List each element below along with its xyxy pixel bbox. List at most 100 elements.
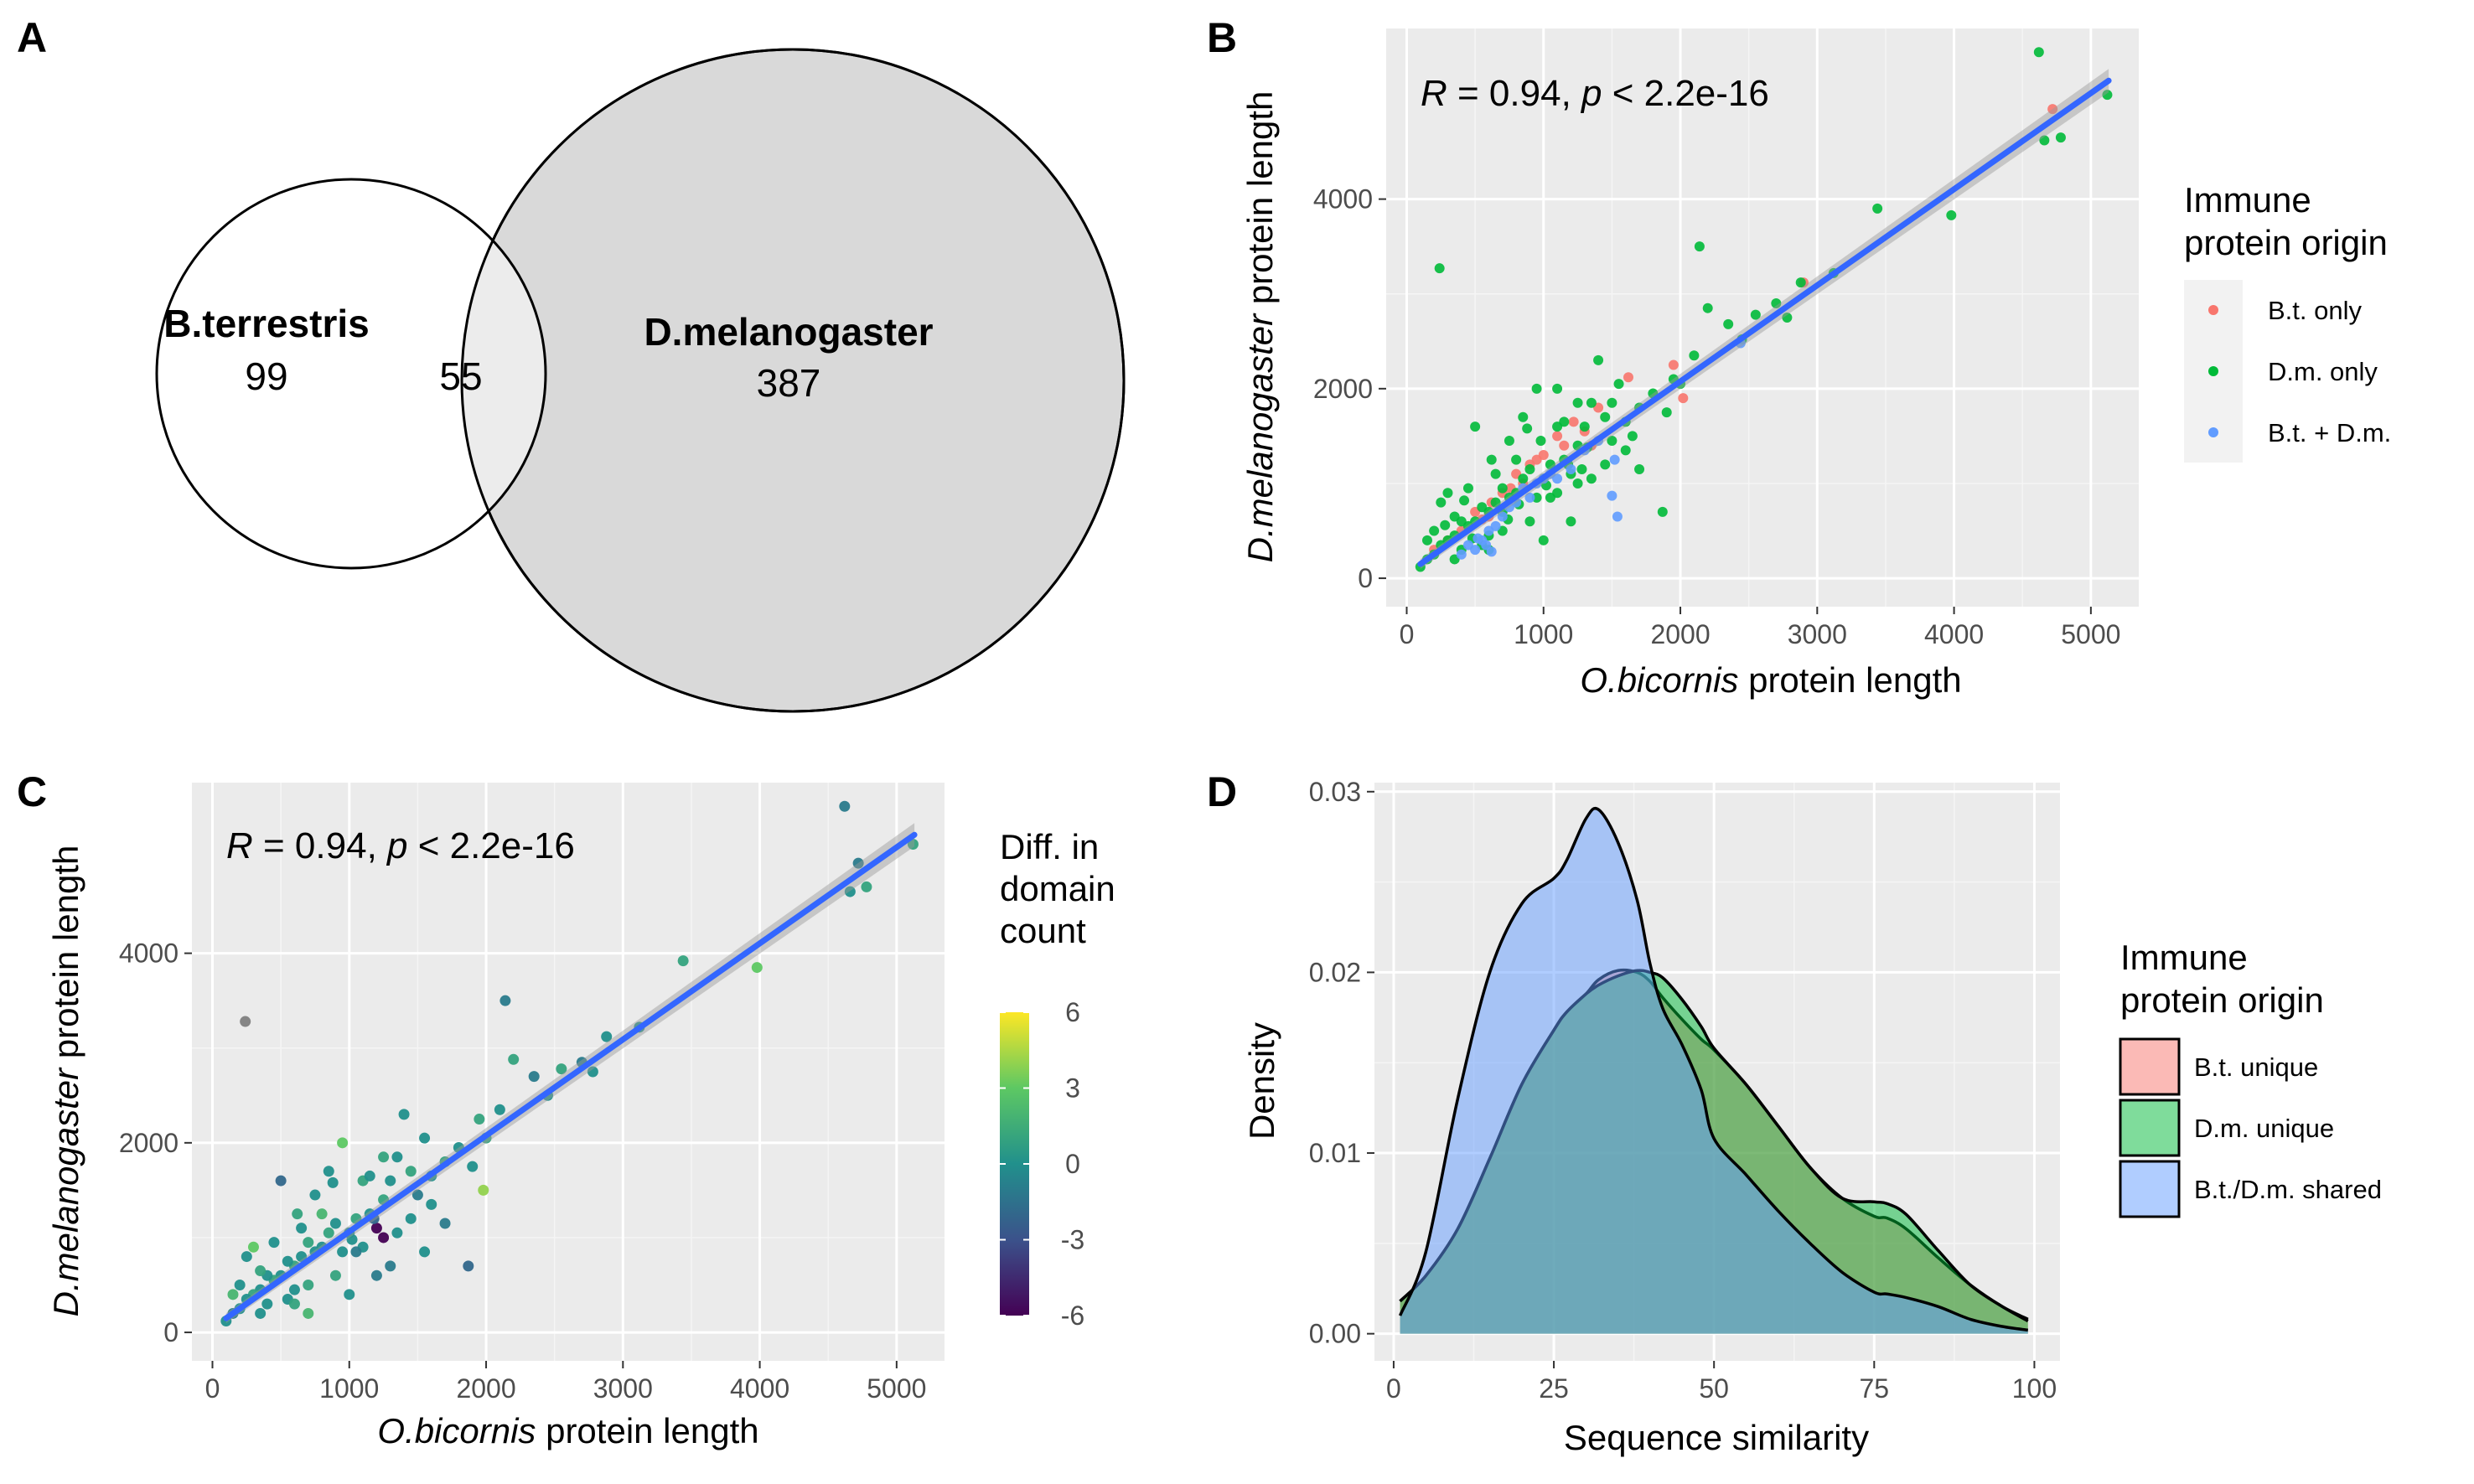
legend-d-key-shared (2119, 1160, 2181, 1218)
data-point (1623, 372, 1633, 383)
data-point (2047, 104, 2058, 115)
data-point (1678, 393, 1689, 404)
corr-p-b: p (1580, 73, 1602, 114)
x-axis-title-c: O.bicornis protein length (377, 1411, 758, 1450)
colorbar-tick-label: 0 (1065, 1149, 1080, 1179)
data-point (1472, 533, 1483, 544)
data-point (292, 1208, 303, 1220)
data-point (1538, 535, 1549, 546)
x-axis-title-c-italic: O.bicornis (377, 1411, 536, 1450)
data-point (1497, 511, 1508, 522)
data-point (1668, 359, 1679, 370)
x-tick-label: 5000 (867, 1373, 926, 1404)
legend-d-title-line2: protein origin (2120, 980, 2324, 1020)
y-tick-label: 4000 (1313, 184, 1373, 215)
data-point (255, 1307, 267, 1319)
y-axis-title-c-rest: protein length (46, 845, 85, 1068)
y-axis-title-c-italic: D.melanogaster (46, 1067, 85, 1316)
data-point (1486, 454, 1497, 465)
density-area (1400, 808, 2028, 1334)
data-point (1620, 445, 1631, 456)
y-axis-title-b-rest: protein length (1240, 91, 1280, 314)
data-point (1609, 454, 1620, 465)
x-tick-label: 0 (1386, 1373, 1401, 1404)
data-point (1559, 440, 1570, 451)
data-point (861, 881, 872, 892)
legend-d-title-line1: Immune (2120, 938, 2248, 977)
data-point (1694, 241, 1705, 252)
y-tick-label: 0.03 (1309, 777, 1361, 807)
y-tick-label: 4000 (119, 938, 179, 969)
data-point (327, 1176, 339, 1188)
data-point (1576, 463, 1587, 474)
data-point (282, 1255, 293, 1267)
data-point (499, 995, 511, 1006)
panel-a-letter: A (17, 14, 47, 61)
x-axis-title-b: O.bicornis protein length (1580, 660, 1961, 700)
venn-overlap-region (461, 240, 546, 511)
panel-a: A B.terrestris 99 55 D.melanogaster 387 (17, 14, 1126, 713)
legend-b-title-line2: protein origin (2184, 223, 2388, 262)
data-point (337, 1137, 349, 1149)
y-tick-label: 2000 (119, 1128, 179, 1158)
corr-r-value-b: = 0.94, (1447, 73, 1581, 114)
data-point (1531, 383, 1542, 394)
data-point (247, 1241, 259, 1253)
data-point (1470, 421, 1481, 432)
data-point (839, 800, 851, 812)
data-point (316, 1208, 328, 1220)
legend-b-key-bt-dm (2208, 427, 2218, 437)
data-point (350, 1213, 362, 1224)
data-point (1459, 495, 1470, 506)
data-point (1462, 483, 1473, 494)
data-point (556, 1063, 567, 1075)
venn-circle-dmelanogaster-outline (460, 48, 1126, 713)
data-point (255, 1265, 267, 1277)
correlation-label-c: R = 0.94, p < 2.2e-16 (226, 825, 575, 866)
data-point (234, 1280, 246, 1291)
venn-label-dmelanogaster: D.melanogaster (644, 310, 933, 354)
y-tick-label: 2000 (1313, 374, 1373, 404)
data-point (2055, 132, 2066, 143)
data-point (337, 1246, 349, 1258)
x-tick-label: 0 (205, 1373, 220, 1404)
data-point (474, 1114, 485, 1125)
venn-label-bterrestris: B.terrestris (163, 302, 369, 345)
data-point (411, 1189, 423, 1201)
venn-count-dmelanogaster: 387 (757, 361, 821, 405)
data-point (303, 1280, 314, 1291)
data-point (288, 1298, 300, 1310)
data-point (1497, 483, 1508, 494)
data-point (852, 857, 864, 869)
data-point (1462, 540, 1473, 551)
data-point (241, 1251, 252, 1263)
data-point (1568, 416, 1579, 427)
data-point (288, 1284, 300, 1295)
data-point (1490, 497, 1501, 508)
data-point (370, 1223, 382, 1234)
corr-p-value-b: < 2.2e-16 (1602, 73, 1769, 114)
data-point (1429, 525, 1440, 536)
data-point (1456, 549, 1467, 560)
x-tick-label: 3000 (1788, 619, 1847, 649)
data-point (1634, 463, 1645, 474)
data-point (1524, 516, 1535, 527)
corr-r-c: R (226, 825, 253, 866)
x-axis-title-c-rest: protein length (536, 1411, 758, 1450)
data-point (508, 1053, 520, 1065)
data-point (1531, 454, 1542, 465)
data-point (323, 1227, 334, 1238)
data-point (1440, 520, 1451, 530)
data-point (1490, 520, 1501, 531)
data-point (364, 1170, 375, 1182)
x-tick-label: 50 (1699, 1373, 1729, 1404)
x-tick-label: 1000 (1514, 619, 1573, 649)
legend-b-label-bt-only: B.t. only (2268, 296, 2362, 325)
panel-b: B 0 1000 2000 3000 4000 5000 0 2000 4000 R = 0.9… (1207, 14, 2391, 700)
panel-c-letter: C (17, 768, 47, 815)
data-point (1613, 379, 1624, 390)
data-point (419, 1132, 431, 1144)
x-axis-title-b-rest: protein length (1738, 660, 1961, 700)
legend-d-label-bt-unique: B.t. unique (2194, 1052, 2318, 1082)
data-point (1782, 313, 1793, 323)
